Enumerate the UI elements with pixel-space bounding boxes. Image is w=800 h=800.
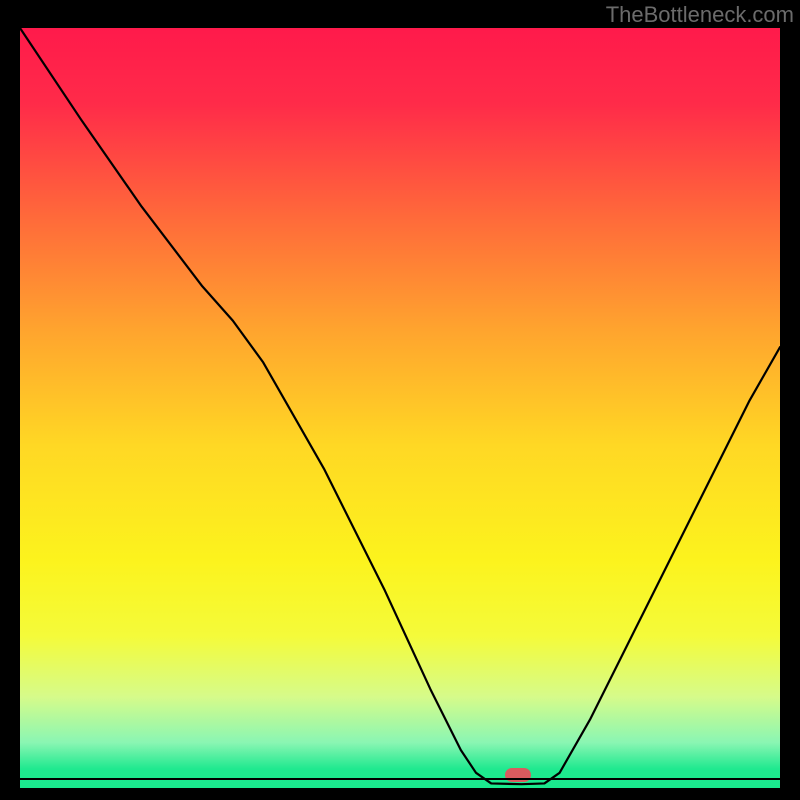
optimal-point-marker: [505, 768, 531, 782]
watermark-text: TheBottleneck.com: [606, 2, 794, 28]
plot-area: [20, 28, 780, 780]
chart-frame: TheBottleneck.com: [0, 0, 800, 800]
x-axis-baseline: [20, 778, 780, 780]
bottleneck-curve: [20, 28, 780, 788]
